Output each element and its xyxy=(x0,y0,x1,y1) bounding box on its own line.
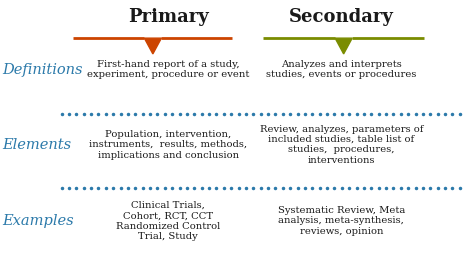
Text: Secondary: Secondary xyxy=(289,8,394,26)
Text: Primary: Primary xyxy=(128,8,209,26)
Text: Examples: Examples xyxy=(2,214,74,228)
Text: Elements: Elements xyxy=(2,138,72,152)
Text: Definitions: Definitions xyxy=(2,63,83,77)
Text: Clinical Trials,
Cohort, RCT, CCT
Randomized Control
Trial, Study: Clinical Trials, Cohort, RCT, CCT Random… xyxy=(116,201,220,241)
Text: First-hand report of a study,
experiment, procedure or event: First-hand report of a study, experiment… xyxy=(87,60,249,79)
Text: Population, intervention,
instruments,  results, methods,
implications and concl: Population, intervention, instruments, r… xyxy=(89,130,247,160)
Polygon shape xyxy=(335,38,352,54)
Text: Review, analyzes, parameters of
included studies, table list of
studies,  proced: Review, analyzes, parameters of included… xyxy=(260,125,423,165)
Polygon shape xyxy=(144,38,161,54)
Text: Systematic Review, Meta
analysis, meta-synthesis,
reviews, opinion: Systematic Review, Meta analysis, meta-s… xyxy=(278,206,405,236)
Text: Analyzes and interprets
studies, events or procedures: Analyzes and interprets studies, events … xyxy=(266,60,417,79)
